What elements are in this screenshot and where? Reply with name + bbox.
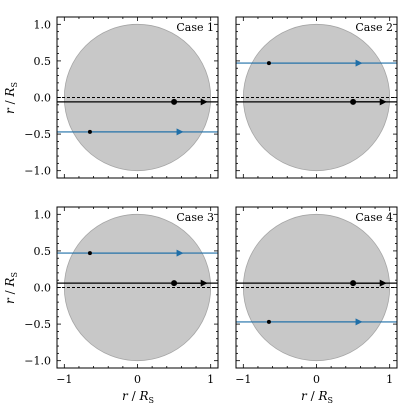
spot-start-point — [266, 319, 271, 324]
y-tick-label: −1.0 — [24, 165, 51, 178]
x-tick-label: 1 — [207, 373, 214, 386]
planet-position-point — [171, 98, 178, 105]
y-axis-title-bottom: r / RS — [3, 272, 19, 304]
panel-3: Case 3 −1.0 −0.5 0.0 0.5 1.0 −1 0 1 — [24, 206, 219, 386]
y-axis-title-top: r / RS — [3, 82, 19, 114]
y-tick-label: 0.0 — [34, 92, 52, 105]
planet-position-point — [350, 280, 357, 287]
planet-position-point — [171, 280, 178, 287]
case-label: Case 4 — [355, 211, 393, 224]
panel-2: Case 2 — [235, 16, 398, 179]
y-tick-label: 0.0 — [34, 282, 52, 295]
spot-start-point — [87, 251, 92, 256]
case-label: Case 2 — [355, 21, 393, 34]
x-tick-label: 0 — [313, 373, 320, 386]
y-tick-label: −0.5 — [24, 128, 51, 141]
spot-start-point — [266, 61, 271, 66]
x-tick-label: −1 — [56, 373, 72, 386]
y-tick-label: 1.0 — [34, 208, 52, 221]
case-label: Case 3 — [176, 211, 214, 224]
spot-start-point — [87, 129, 92, 134]
y-tick-label: −0.5 — [24, 318, 51, 331]
y-tick-label: 0.5 — [34, 245, 52, 258]
planet-position-point — [350, 98, 357, 105]
panel-4: Case 4 −1 0 1 — [235, 206, 398, 386]
y-tick-label: 0.5 — [34, 55, 52, 68]
case-label: Case 1 — [176, 21, 214, 34]
x-axis-title-left: r / RS — [122, 389, 154, 405]
x-axis-title-right: r / RS — [301, 389, 333, 405]
x-tick-label: −1 — [235, 373, 251, 386]
y-tick-label: −1.0 — [24, 355, 51, 368]
y-tick-label: 1.0 — [34, 18, 52, 31]
x-tick-label: 1 — [386, 373, 393, 386]
x-tick-label: 0 — [134, 373, 141, 386]
panel-1: Case 1 −1.0 −0.5 0.0 0.5 1.0 — [24, 16, 219, 179]
